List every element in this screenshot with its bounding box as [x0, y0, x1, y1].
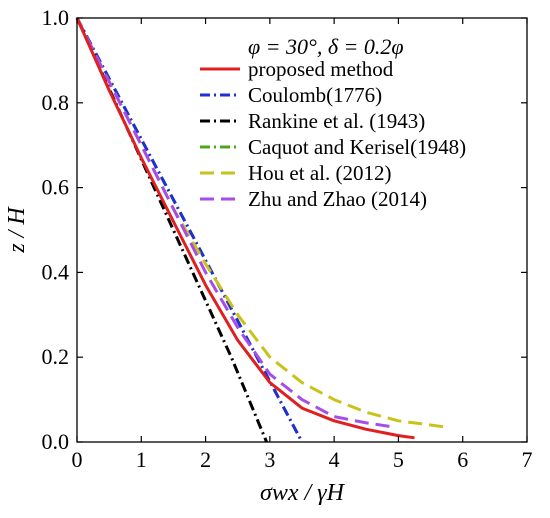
- y-tick-label: 0.6: [42, 175, 70, 200]
- x-tick-label: 7: [522, 447, 533, 472]
- series-line: [75, 17, 304, 443]
- x-tick-label: 1: [136, 447, 147, 472]
- series-line: [75, 17, 415, 440]
- legend-label: Coulomb(1776): [248, 83, 382, 107]
- legend-label: proposed method: [248, 57, 394, 81]
- x-tick-label: 0: [72, 447, 83, 472]
- axis-ticks: 0 1 2 3 4 5 6 7 0.0 0.2 0.4 0.6 0.8 1.0: [42, 5, 533, 472]
- y-axis-label: z / H: [4, 206, 30, 254]
- y-tick-label: 0.2: [42, 344, 70, 369]
- x-tick-label: 3: [264, 447, 275, 472]
- x-tick-label: 5: [393, 447, 404, 472]
- x-tick-label: 4: [329, 447, 340, 472]
- legend: φ = 30°, δ = 0.2φ proposed methodCoulomb…: [200, 34, 466, 211]
- series-line: [75, 17, 447, 429]
- y-tick-label: 0.8: [42, 90, 70, 115]
- x-axis-label: σwx / γH: [260, 480, 346, 506]
- legend-label: Caquot and Kerisel(1948): [248, 135, 466, 159]
- x-tick-label: 6: [457, 447, 468, 472]
- legend-title: φ = 30°, δ = 0.2φ: [248, 34, 404, 59]
- series-lines: [75, 17, 447, 443]
- series-line: [75, 17, 396, 429]
- legend-label: Rankine et al. (1943): [248, 109, 425, 133]
- x-tick-label: 2: [200, 447, 211, 472]
- y-tick-label: 0.4: [42, 259, 70, 284]
- y-tick-label: 0.0: [42, 429, 70, 454]
- series-line: [75, 17, 268, 443]
- legend-label: Hou et al. (2012): [248, 161, 391, 185]
- legend-label: Zhu and Zhao (2014): [248, 187, 427, 211]
- plot-frame: [76, 17, 528, 443]
- y-tick-label: 1.0: [42, 5, 70, 30]
